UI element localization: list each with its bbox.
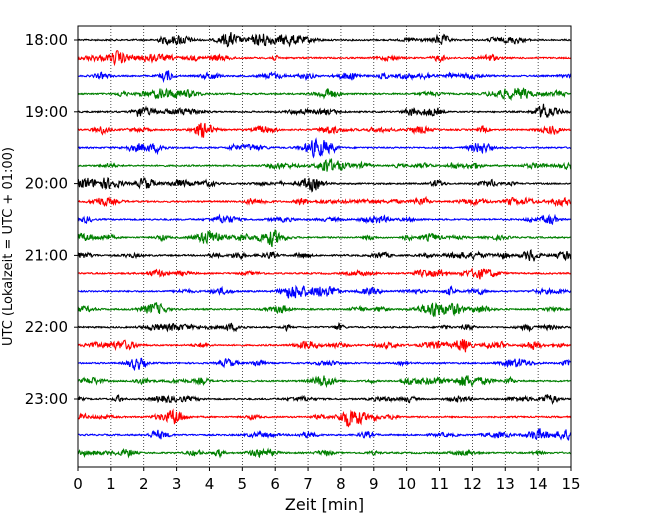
x-tick-label: 6 [270,475,280,493]
x-tick-label: 9 [369,475,379,493]
x-axis-label: Zeit [min] [285,495,364,514]
x-tick-label: 3 [172,475,182,493]
x-axis: 0 1 2 3 4 5 6 7 8 9 10 11 12 13 14 15 [73,467,581,493]
trace-line [77,408,572,428]
trace-line [77,32,572,48]
x-tick-label: 1 [106,475,116,493]
trace-line [77,176,572,193]
x-tick-label: 13 [496,475,515,493]
trace-line [77,50,572,67]
trace-line [77,322,572,333]
y-tick-label: 23:00 [25,390,68,408]
trace-line [77,157,572,172]
x-tick-label: 7 [303,475,313,493]
trace-line [77,249,572,262]
y-axis: 18:00 19:00 20:00 21:00 22:00 23:00 [25,31,78,408]
y-tick-label: 21:00 [25,246,68,264]
x-tick-label: 0 [73,475,83,493]
trace-line [77,70,572,84]
trace-line [77,357,572,372]
y-axis-label: UTC (Lokalzeit = UTC + 01:00) [1,147,16,346]
x-tick-label: 12 [463,475,482,493]
trace-line [77,229,572,248]
trace-line [77,137,572,159]
x-tick-label: 5 [238,475,248,493]
x-tick-label: 15 [561,475,580,493]
trace-line [77,302,572,318]
trace-line [77,267,572,280]
traces [77,32,572,459]
y-tick-label: 20:00 [25,175,68,193]
y-tick-label: 19:00 [25,103,68,121]
trace-line [77,87,572,101]
trace-line [77,375,572,389]
trace-line [77,122,572,138]
trace-line [77,284,572,299]
trace-line [77,447,572,459]
x-tick-label: 14 [529,475,548,493]
trace-line [77,195,572,208]
y-tick-label: 22:00 [25,318,68,336]
trace-line [77,394,572,405]
x-tick-label: 2 [139,475,149,493]
trace-line [77,428,572,441]
y-tick-label: 18:00 [25,31,68,49]
x-tick-label: 10 [397,475,416,493]
x-tick-label: 8 [336,475,346,493]
plot-frame [77,25,572,468]
trace-line [77,338,572,353]
trace-line [77,103,572,119]
trace-line [77,213,572,226]
x-tick-label: 11 [430,475,449,493]
x-tick-label: 4 [205,475,215,493]
